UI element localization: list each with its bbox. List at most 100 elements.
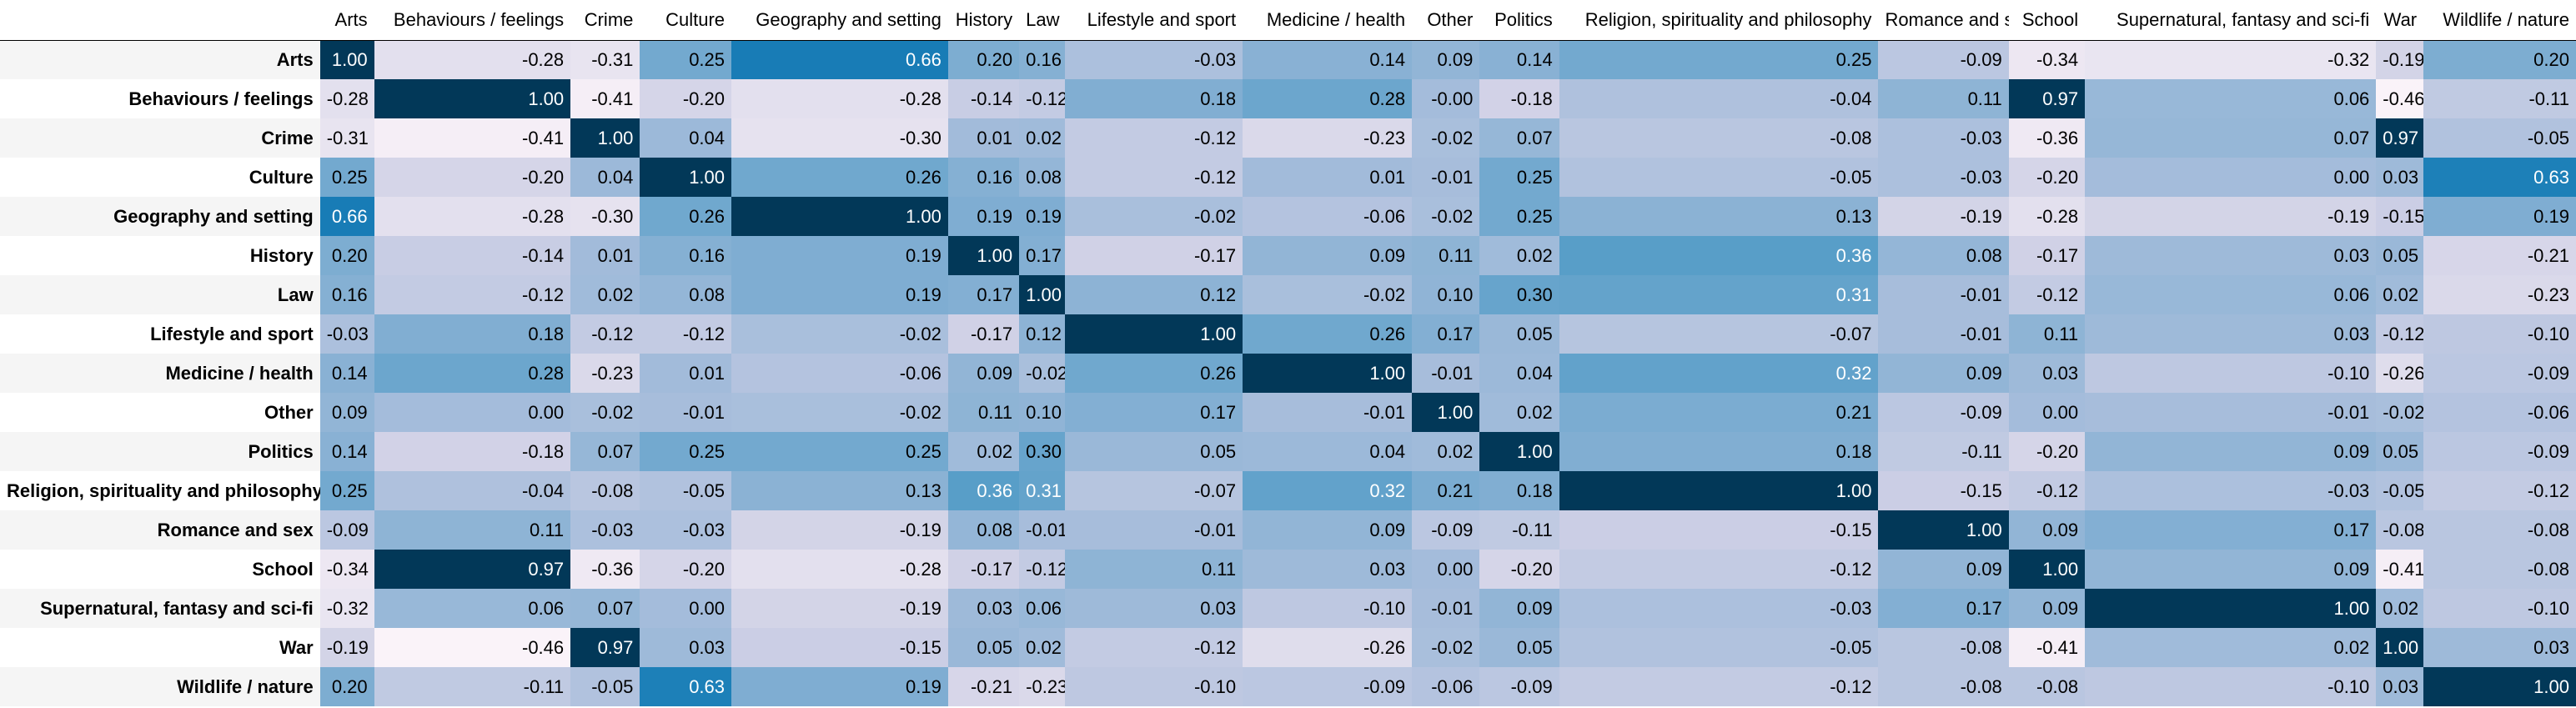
heatmap-cell: -0.12 [1064, 628, 1243, 667]
heatmap-cell: -0.03 [319, 314, 374, 354]
table-row: Law 0.16 -0.12 0.02 0.08 0.19 0.17 1.00 0.12 -0.0… [0, 275, 2576, 314]
table-row: Religion, spirituality and philosophy 0.2… [0, 471, 2576, 510]
heatmap-cell: -0.36 [570, 550, 640, 589]
heatmap-cell: 0.02 [1412, 432, 1480, 471]
heatmap-cell: 0.18 [1064, 79, 1243, 118]
heatmap-cell: 0.19 [1019, 197, 1065, 236]
heatmap-cell: 0.25 [1479, 158, 1559, 197]
heatmap-cell: 0.09 [2085, 550, 2377, 589]
heatmap-cell: -0.17 [947, 550, 1020, 589]
heatmap-cell: -0.08 [2008, 667, 2086, 706]
column-header-arts: Arts [319, 0, 374, 41]
heatmap-cell: -0.46 [2376, 79, 2424, 118]
heatmap-cell: -0.21 [947, 667, 1020, 706]
heatmap-cell: -0.18 [374, 432, 571, 471]
heatmap-cell: -0.31 [570, 40, 640, 79]
heatmap-body: Arts 1.00 -0.28 -0.31 0.25 0.66 0.20 0.16 -0.03 0… [0, 40, 2576, 706]
row-header-wildlife-nature: Wildlife / nature [0, 667, 320, 706]
heatmap-cell: -0.30 [570, 197, 640, 236]
heatmap-cell: 0.25 [1559, 40, 1879, 79]
column-header-medicine-health: Medicine / health [1243, 0, 1413, 41]
heatmap-cell: -0.02 [1064, 197, 1243, 236]
heatmap-cell: -0.03 [640, 510, 732, 550]
heatmap-cell: -0.02 [1412, 197, 1480, 236]
heatmap-cell: -0.06 [2423, 393, 2576, 432]
heatmap-cell: 0.25 [319, 158, 374, 197]
heatmap-cell: 0.20 [319, 236, 374, 275]
heatmap-cell: -0.31 [319, 118, 374, 158]
table-row: Supernatural, fantasy and sci-fi -0.32 0.0… [0, 589, 2576, 628]
heatmap-cell: -0.12 [1019, 79, 1065, 118]
row-header-politics: Politics [0, 432, 320, 471]
heatmap-cell: -0.05 [640, 471, 732, 510]
heatmap-cell: 0.16 [319, 275, 374, 314]
heatmap-cell: 1.00 [319, 40, 374, 79]
heatmap-cell: -0.08 [1559, 118, 1879, 158]
table-row: Other 0.09 0.00 -0.02 -0.01 -0.02 0.11 0.10 0.17… [0, 393, 2576, 432]
column-header-romance-and-sex: Romance and sex [1878, 0, 2009, 41]
heatmap-cell: -0.20 [374, 158, 571, 197]
heatmap-cell: -0.19 [319, 628, 374, 667]
heatmap-cell: 0.11 [374, 510, 571, 550]
heatmap-cell: 0.03 [2376, 667, 2424, 706]
heatmap-cell: -0.20 [2008, 158, 2086, 197]
heatmap-cell: 0.05 [947, 628, 1020, 667]
heatmap-cell: -0.34 [319, 550, 374, 589]
heatmap-cell: 0.19 [731, 236, 948, 275]
heatmap-cell: -0.01 [1243, 393, 1413, 432]
heatmap-cell: 0.66 [319, 197, 374, 236]
heatmap-cell: 0.26 [640, 197, 732, 236]
heatmap-cell: -0.12 [2008, 471, 2086, 510]
table-row: Geography and setting 0.66 -0.28 -0.30 0.26 1… [0, 197, 2576, 236]
heatmap-cell: 0.01 [640, 354, 732, 393]
column-header-culture: Culture [640, 0, 732, 41]
heatmap-cell: 0.02 [2376, 275, 2424, 314]
heatmap-cell: -0.15 [1878, 471, 2009, 510]
heatmap-cell: -0.02 [570, 393, 640, 432]
heatmap-cell: 0.09 [1878, 354, 2009, 393]
column-header-war: War [2376, 0, 2424, 41]
heatmap-cell: -0.01 [640, 393, 732, 432]
heatmap-cell: 0.13 [731, 471, 948, 510]
heatmap-cell: -0.20 [1479, 550, 1559, 589]
heatmap-cell: 0.17 [2085, 510, 2377, 550]
column-header-other: Other [1412, 0, 1480, 41]
heatmap-cell: 0.25 [731, 432, 948, 471]
heatmap-cell: 0.03 [1243, 550, 1413, 589]
heatmap-cell: -0.01 [1019, 510, 1065, 550]
row-header-behaviours-feelings: Behaviours / feelings [0, 79, 320, 118]
heatmap-cell: -0.12 [374, 275, 571, 314]
heatmap-cell: -0.01 [1412, 589, 1480, 628]
heatmap-cell: 0.05 [2376, 236, 2424, 275]
heatmap-cell: -0.19 [731, 589, 948, 628]
heatmap-cell: 0.17 [1064, 393, 1243, 432]
heatmap-cell: 0.63 [2423, 158, 2576, 197]
heatmap-cell: -0.12 [1064, 118, 1243, 158]
row-header-geography-and-setting: Geography and setting [0, 197, 320, 236]
heatmap-cell: 0.25 [640, 432, 732, 471]
column-header-law: Law [1019, 0, 1065, 41]
heatmap-cell: 0.01 [1243, 158, 1413, 197]
heatmap-cell: 0.10 [1412, 275, 1480, 314]
heatmap-cell: -0.03 [1559, 589, 1879, 628]
heatmap-cell: -0.08 [1878, 628, 2009, 667]
row-header-other: Other [0, 393, 320, 432]
heatmap-cell: -0.10 [1243, 589, 1413, 628]
column-header-behaviours-feelings: Behaviours / feelings [374, 0, 571, 41]
heatmap-cell: 1.00 [374, 79, 571, 118]
heatmap-cell: 0.32 [1559, 354, 1879, 393]
heatmap-cell: -0.02 [1412, 118, 1480, 158]
heatmap-cell: -0.36 [2008, 118, 2086, 158]
heatmap-cell: 0.30 [1019, 432, 1065, 471]
heatmap-cell: -0.21 [2423, 236, 2576, 275]
heatmap-cell: -0.02 [731, 393, 948, 432]
heatmap-cell: 0.08 [1878, 236, 2009, 275]
heatmap-cell: 0.02 [1479, 393, 1559, 432]
heatmap-cell: 0.00 [1412, 550, 1480, 589]
row-header-law: Law [0, 275, 320, 314]
row-header-culture: Culture [0, 158, 320, 197]
heatmap-cell: 0.07 [570, 432, 640, 471]
heatmap-cell: 0.00 [374, 393, 571, 432]
heatmap-cell: -0.10 [2423, 314, 2576, 354]
